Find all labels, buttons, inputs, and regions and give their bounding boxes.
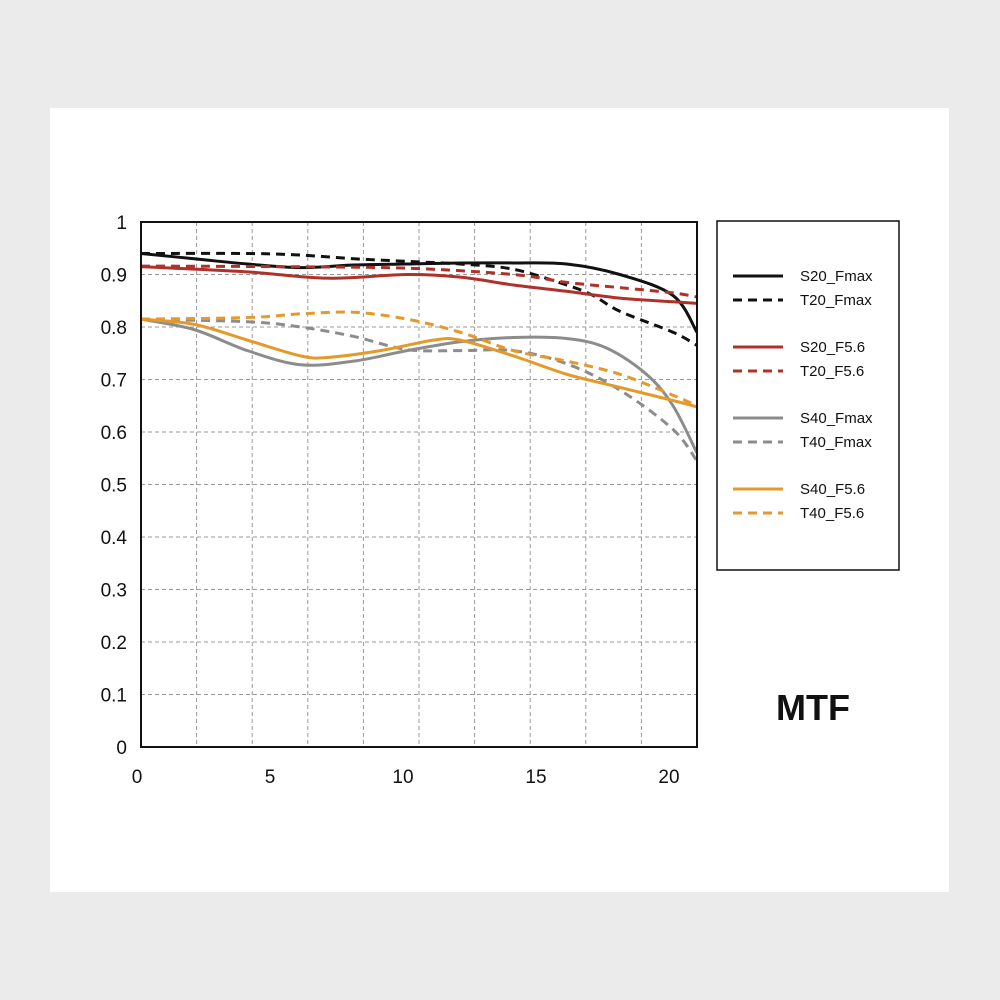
y-tick-label: 0.9 (101, 266, 127, 287)
tick-labels: 0 5 10 15 20 0 0.1 0.2 0.3 0.4 0.5 0.6 0.7 0.8 0.9 1 (101, 213, 680, 788)
series-t20-fmax-line (140, 251, 698, 347)
series-t40-f5-6-line (140, 310, 698, 408)
legend-label: S20_F5.6 (800, 339, 865, 356)
y-tick-label: 0.3 (101, 581, 127, 602)
y-tick-label: 0.2 (101, 633, 127, 654)
legend-label: T20_Fmax (800, 292, 872, 309)
legend-label: S20_Fmax (800, 268, 873, 285)
x-tick-label: 0 (132, 767, 143, 788)
series-lines (140, 251, 699, 462)
y-tick-label: 0.4 (101, 528, 128, 549)
x-tick-label: 15 (525, 767, 546, 788)
legend-label: T40_Fmax (800, 434, 872, 451)
x-tick-label: 20 (658, 767, 679, 788)
y-tick-label: 1 (116, 213, 127, 234)
y-tick-label: 0.1 (101, 686, 127, 707)
y-tick-label: 0.8 (101, 318, 127, 339)
legend-label: S40_Fmax (800, 410, 873, 427)
grid (141, 222, 697, 747)
legend-label: S40_F5.6 (800, 481, 865, 498)
plot-frame (140, 221, 698, 748)
legend-label: T40_F5.6 (800, 505, 864, 522)
legend-box (716, 220, 900, 571)
y-tick-label: 0.7 (101, 371, 127, 392)
x-tick-label: 10 (392, 767, 413, 788)
series-s20-f5-6-line (140, 265, 698, 305)
series-t20-f5-6-line (140, 264, 698, 299)
series-t40-fmax-line (140, 317, 699, 462)
y-tick-label: 0.5 (101, 476, 127, 497)
y-tick-label: 0.6 (101, 423, 127, 444)
series-s40-f5-6-line (140, 317, 698, 409)
legend: S20_Fmax T20_Fmax S20_F5.6 T20_F5.6 S40_Fmax… (733, 268, 873, 522)
x-tick-label: 5 (265, 767, 276, 788)
chart-title: MTF (776, 687, 850, 728)
legend-label: T20_F5.6 (800, 363, 864, 380)
series-s40-fmax-line (140, 317, 699, 454)
y-tick-label: 0 (116, 738, 127, 759)
